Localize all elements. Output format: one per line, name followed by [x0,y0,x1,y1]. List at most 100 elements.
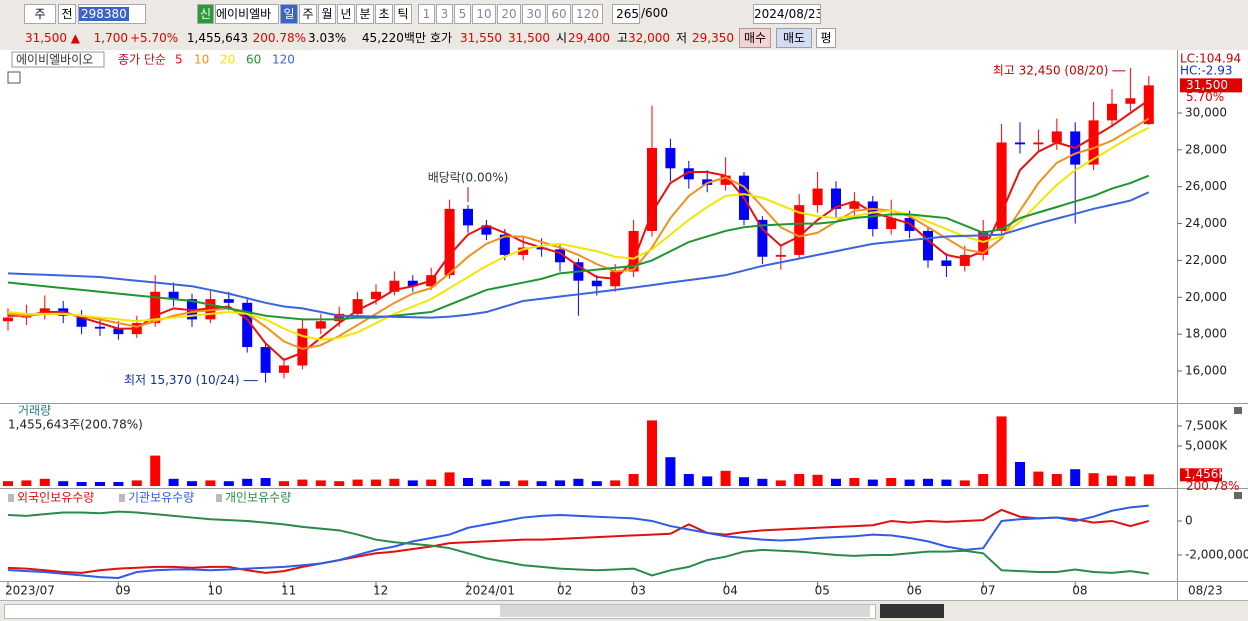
interval-button[interactable]: 60 [547,4,571,24]
period-tab[interactable]: 년 [337,4,355,24]
stock-code[interactable]: 298380 [79,7,129,21]
x-tick-label: 03 [631,584,646,598]
chart-title: 에이비엘바이오 [16,53,93,67]
interval-button[interactable]: 5 [454,4,471,24]
quote-field: 29,350 [692,31,734,45]
y-tick-label: 30,000 [1185,106,1227,120]
menu-dropdown[interactable]: 주 [24,4,56,24]
quote-field: 저 [676,31,688,45]
volume-bar [444,472,455,486]
volume-bar [39,478,50,486]
volume-bar [978,474,989,486]
interval-button[interactable]: 120 [572,4,603,24]
volume-bar [555,480,565,486]
interval-button[interactable]: 10 [472,4,496,24]
volume-bar [831,478,841,486]
new-badge[interactable]: 신 [197,4,214,24]
volume-bar [923,478,933,486]
quote-field: 31,500 ▲ [24,31,80,45]
volume-bar [591,481,602,486]
moving-average-line [7,126,1150,341]
volume-bar [849,478,860,486]
candle-body [1051,131,1062,143]
candle-body [665,148,676,169]
volume-bar [886,478,897,486]
last-price-box [1180,78,1242,93]
candle-body [775,254,786,257]
quote-field: 1,455,643 [186,31,248,45]
nav-buttons[interactable] [880,604,944,618]
volume-bar [794,474,805,486]
last-date-label: 08/23 [1188,584,1223,598]
volume-bar [21,480,32,486]
y-tick-label: 22,000 [1185,253,1227,267]
candle-body [223,299,234,303]
panel-icon[interactable] [7,71,21,84]
legend-swatch [8,494,14,502]
candle-body [481,225,492,235]
interval-button[interactable]: 20 [497,4,521,24]
count-input[interactable]: 265 [612,4,640,24]
last-volume-box [1180,468,1222,482]
scroll-thumb[interactable] [500,605,870,617]
volume-bar [959,480,970,486]
candle-body [720,175,731,185]
legend-entry: 개인보유수량 [225,491,291,505]
period-tab[interactable]: 초 [375,4,393,24]
candle-body [886,218,897,230]
candle-body [3,317,13,322]
stock-code-input[interactable]: 298380 [78,4,146,24]
order-button[interactable]: 매수 [739,28,771,48]
candle-body [297,328,308,366]
period-tab[interactable]: 틱 [394,4,412,24]
volume-bar [389,478,400,486]
candle-body [499,234,510,255]
legend-entry: 60 [246,53,261,67]
volume-bar [1033,471,1044,486]
period-tab[interactable]: 일 [280,4,298,24]
stock-name[interactable]: 에이비엘바 [215,4,279,24]
candle-body [647,148,657,231]
volume-bar [1107,475,1117,486]
prev-button[interactable]: 전 [58,4,76,24]
order-button[interactable]: 평 [816,28,836,48]
quote-field: 31,500 [508,31,550,45]
interval-button[interactable]: 30 [522,4,546,24]
moving-average-line [7,174,1150,321]
candle-body [407,280,418,287]
period-tab[interactable]: 월 [318,4,336,24]
period-tab[interactable]: 분 [356,4,374,24]
last-rate-label: 5.70% [1186,90,1224,104]
y-tick-label: 20,000 [1185,290,1227,304]
candle-body [1107,103,1117,121]
y-tick-label: 24,000 [1185,216,1227,230]
volume-bar [628,474,639,486]
candle-body [168,291,179,300]
volume-bar [702,476,713,486]
y-tick-label: 16,000 [1185,364,1227,378]
interval-button[interactable]: 3 [436,4,453,24]
panel-icon[interactable] [1234,492,1242,499]
candle-body [463,208,473,226]
volume-bar [168,478,179,486]
candle-body [1033,142,1044,145]
moving-average-line [8,99,1150,362]
volume-bar [1143,474,1154,486]
x-tick-label: 2024/01 [465,584,515,598]
candle-body [260,347,271,373]
high-annotation: 최고 32,450 (08/20) [993,63,1109,77]
candle-body [76,315,87,327]
candle-body [794,205,805,255]
volume-bar [996,416,1007,486]
candle-body [444,208,455,276]
order-button[interactable]: 매도 [776,28,812,48]
interval-button[interactable]: 1 [418,4,435,24]
period-tab[interactable]: 주 [299,4,317,24]
y-tick-label: 18,000 [1185,327,1227,341]
date-input[interactable]: 2024/08/23 [753,4,821,24]
panel-icon[interactable] [1234,407,1242,414]
legend-entry: 외국인보유수량 [17,491,94,505]
volume-bar [683,474,694,486]
last-volume-rate: 200.78% [1186,479,1239,493]
